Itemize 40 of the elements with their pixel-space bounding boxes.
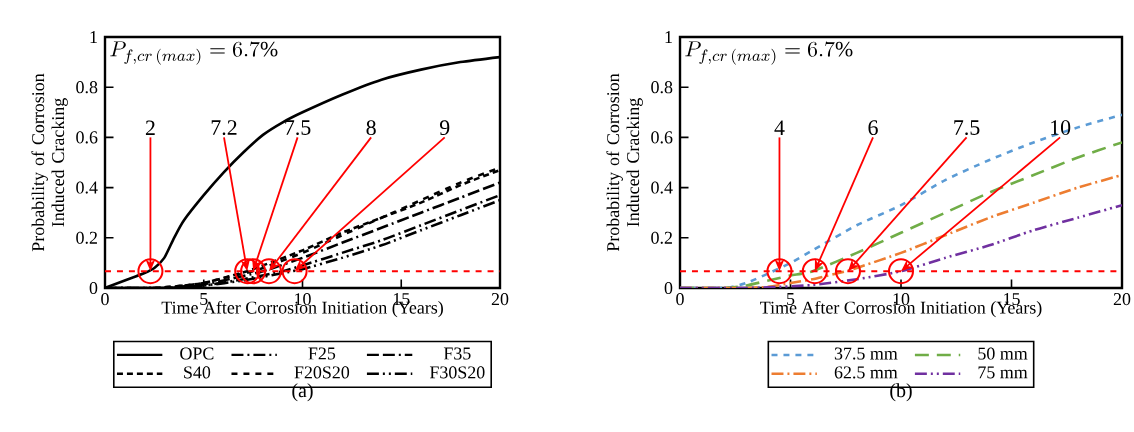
legend-label: 62.5 mm (834, 366, 898, 379)
annotation: 9 (439, 120, 450, 136)
legend-label: 50 mm (978, 347, 1028, 360)
y-tick-label: 0.8 (651, 81, 673, 94)
x-tick-label: 0 (676, 293, 684, 306)
y-tick-label: 0.2 (651, 231, 672, 244)
legend-label: 37.5 mm (834, 347, 898, 360)
annotation: $P_{f,cr\,(max)} = 6.7\%$ (685, 41, 853, 65)
y-tick-label: 1 (90, 31, 97, 43)
y-tick-label: 0.2 (76, 231, 97, 244)
legend-label: F35 (443, 347, 471, 360)
y-tick-label: 0.8 (76, 81, 98, 94)
y-tick-label: 1 (665, 31, 672, 43)
text: (a) (292, 383, 313, 402)
annotation: 10 (1051, 120, 1071, 136)
annotation: 7.5 (285, 120, 311, 136)
annotation: $P_{f,cr\,(max)} = 6.7\%$ (110, 41, 278, 65)
y-tick-label: 0 (664, 281, 673, 295)
legend-label: F30S20 (429, 366, 485, 379)
legend-label: F20S20 (294, 366, 350, 379)
y-axis-title: Probability of Corrosion Induced Cracking (606, 73, 643, 252)
y-tick-label: 0.4 (651, 181, 673, 194)
annotation: 2 (145, 120, 155, 136)
annotation: 6 (868, 120, 878, 136)
y-tick-label: 0.6 (76, 131, 98, 144)
annotation: 7.2 (211, 120, 237, 136)
y-axis-title: Probability of Corrosion Induced Cracking (31, 73, 68, 252)
x-tick-label: 0 (101, 293, 109, 306)
legend-label: 75 mm (978, 366, 1028, 379)
annotation: 7.5 (954, 120, 980, 136)
y-tick-label: 0 (89, 281, 98, 295)
annotation: 4 (774, 120, 785, 136)
legend-label: F25 (308, 347, 336, 360)
annotation: 8 (366, 120, 376, 136)
legend-label: S40 (184, 366, 211, 379)
y-tick-label: 0.6 (651, 131, 673, 144)
x-tick-label: 20 (491, 293, 509, 306)
legend-label: OPC (180, 347, 214, 360)
x-tick-label: 20 (1113, 293, 1131, 306)
y-tick-label: 0.4 (76, 181, 98, 194)
